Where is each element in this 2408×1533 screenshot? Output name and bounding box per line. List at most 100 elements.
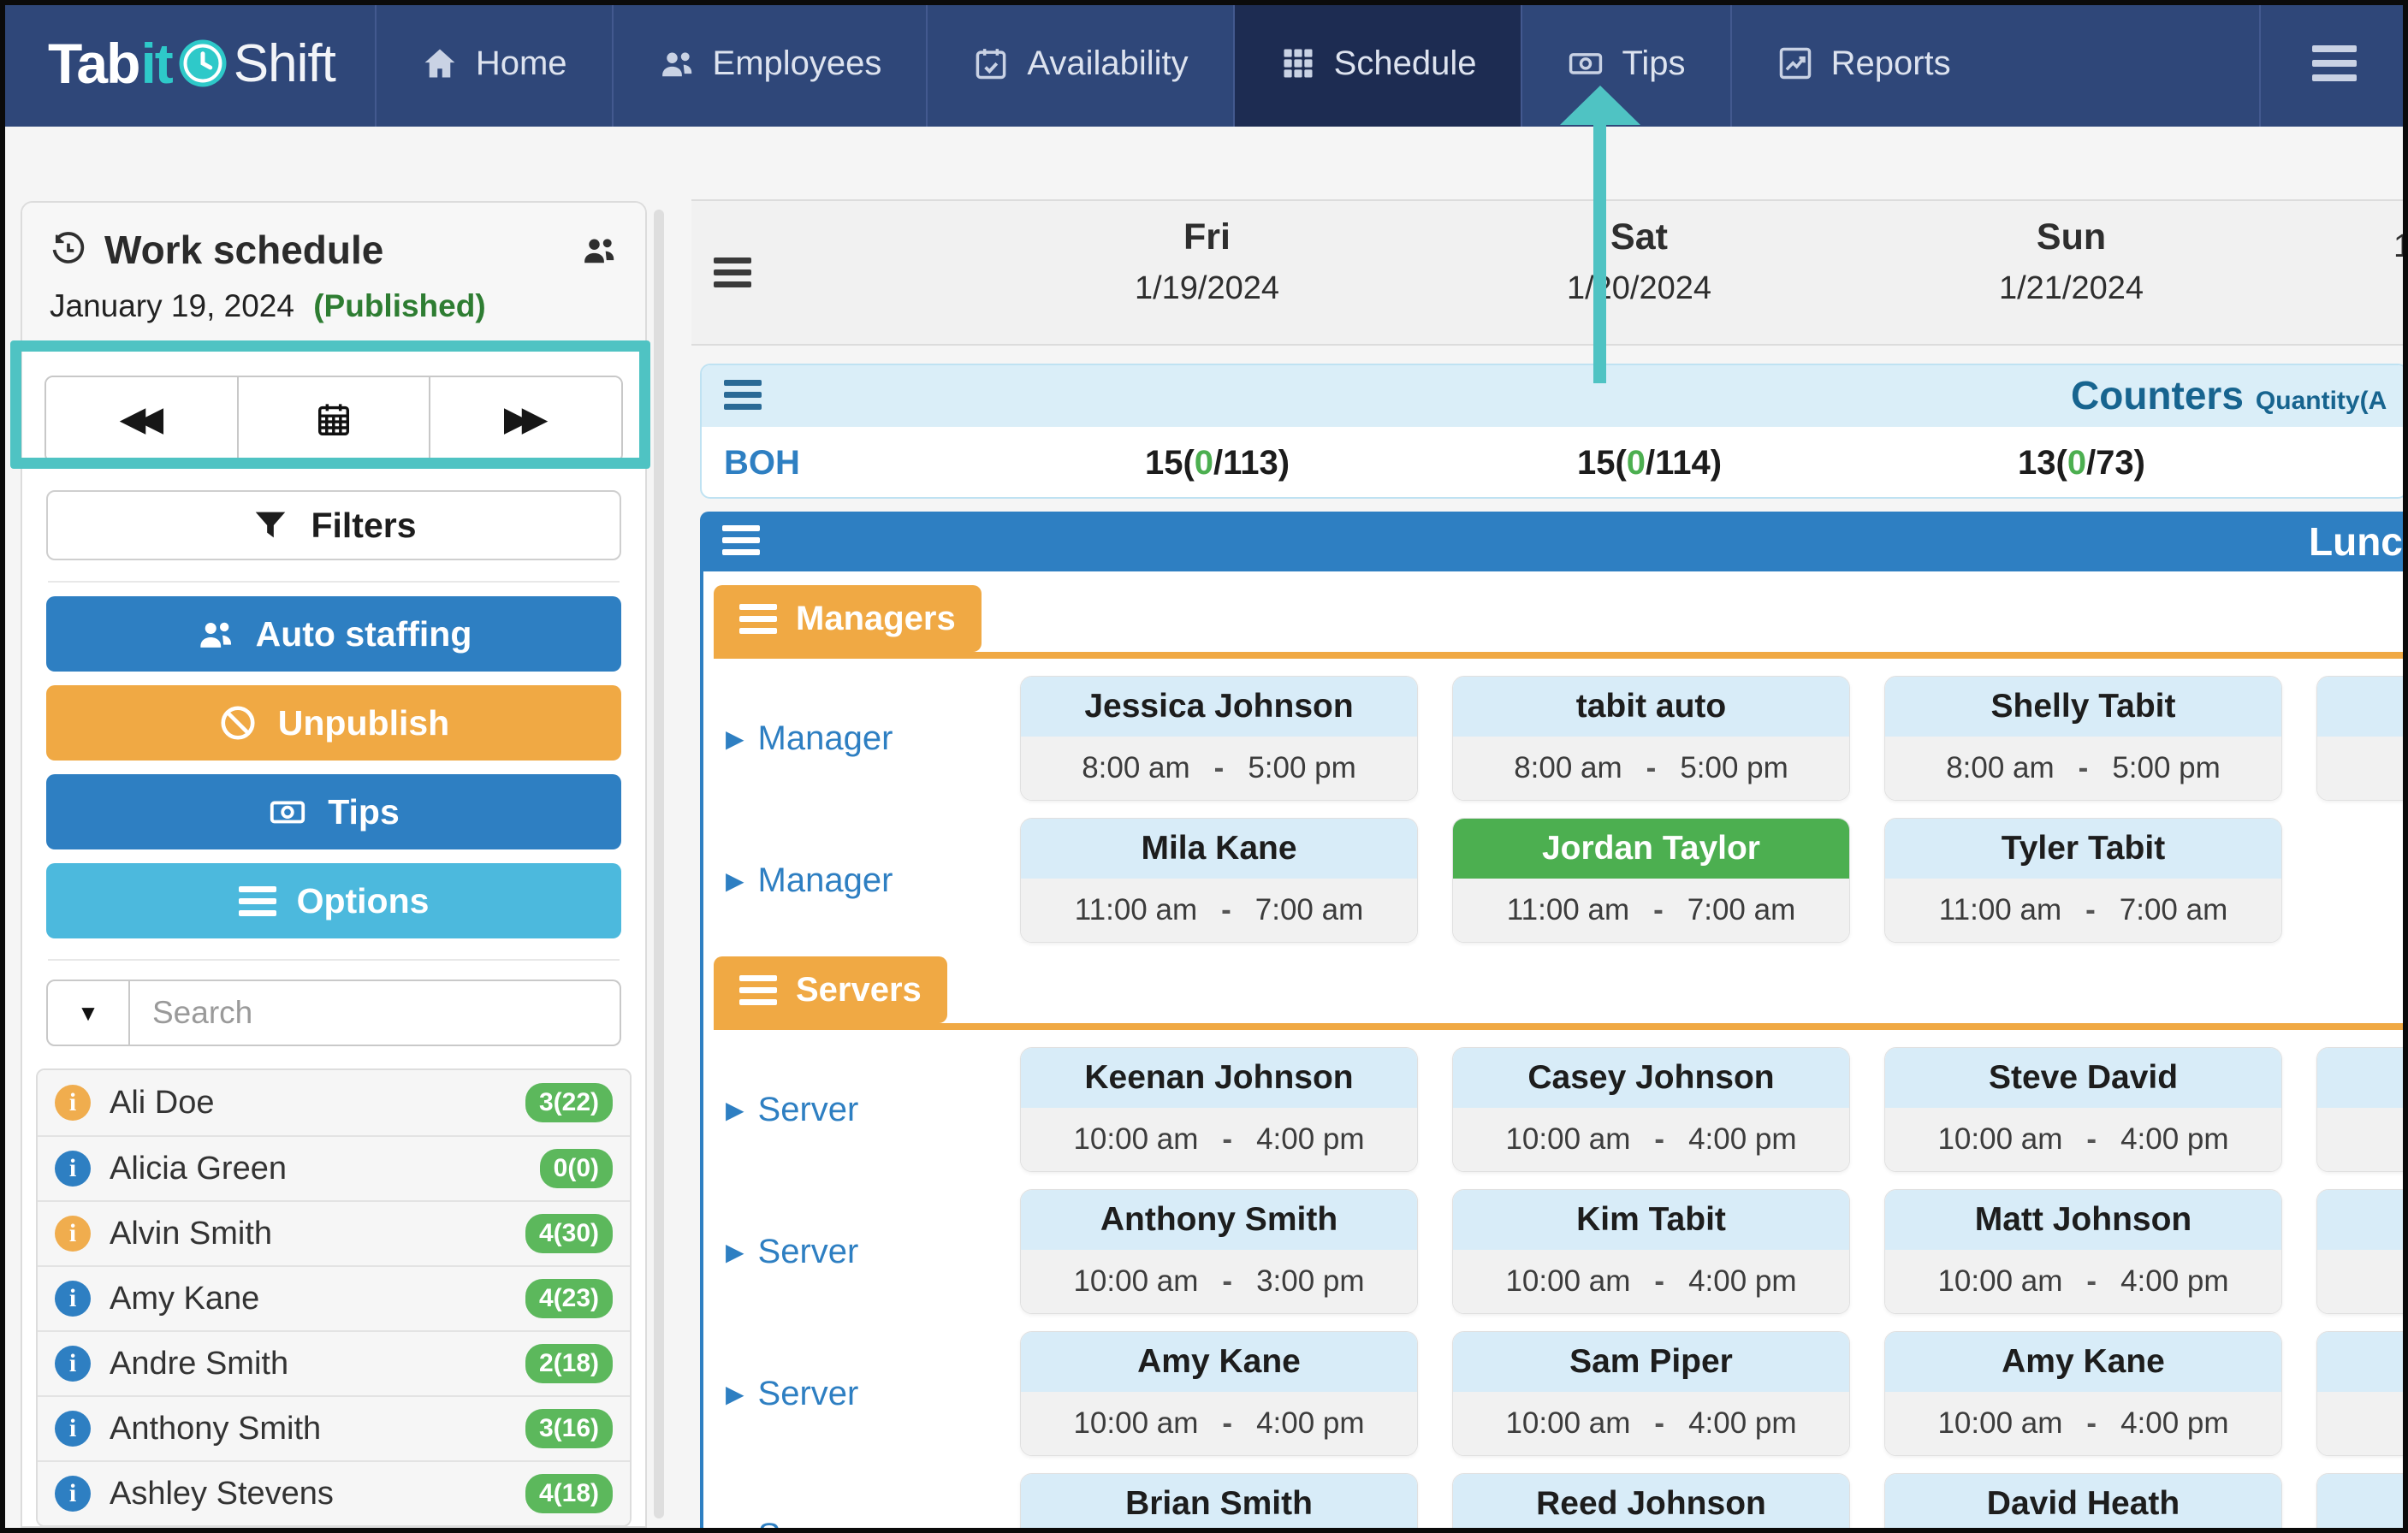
day-date: 1/19/2024	[1134, 270, 1280, 306]
employee-row[interactable]: i Ali Doe 3(22)	[38, 1070, 630, 1135]
shift-time: 8:00 am -5:00 pm	[1453, 737, 1849, 800]
nav-item-label: Employees	[712, 44, 882, 82]
shift-card[interactable]: Amy Kane 10:00 am -4:00 pm	[1020, 1331, 1418, 1456]
role-label-server[interactable]: ▶ Server	[703, 1375, 1003, 1413]
lunch-section-header: Lunch	[700, 512, 2408, 571]
nav-item-tips[interactable]: Tips	[1521, 0, 1729, 127]
nav-item-reports[interactable]: Reports	[1729, 0, 1996, 127]
filters-button[interactable]: Filters	[46, 490, 621, 560]
shift-card-clipped[interactable]: T 8:00	[2316, 676, 2408, 801]
shift-card[interactable]: Matt Johnson 10:00 am -4:00 pm	[1884, 1189, 2282, 1314]
shift-card[interactable]: Shelly Tabit 8:00 am -5:00 pm	[1884, 676, 2282, 801]
nav-item-home[interactable]: Home	[374, 0, 612, 127]
grid-menu-icon[interactable]	[714, 257, 751, 287]
day-column-sun[interactable]: Sun 1/21/2024	[1855, 201, 2287, 344]
nav-item-availability[interactable]: Availability	[926, 0, 1232, 127]
shift-time: 10:00	[2317, 1250, 2408, 1313]
auto-staffing-button[interactable]: Auto staffing	[46, 596, 621, 672]
info-icon[interactable]: i	[55, 1411, 91, 1447]
shift-card[interactable]: Kim Tabit 10:00 am -4:00 pm	[1452, 1189, 1850, 1314]
managers-group-tag[interactable]: Managers	[714, 585, 982, 652]
counters-header: Counters Quantity(A	[702, 365, 2406, 427]
lunch-section-title: Lunch	[2309, 519, 2408, 564]
day-name: Sun	[2036, 216, 2107, 257]
employee-row[interactable]: i Alicia Green 0(0)	[38, 1135, 630, 1200]
shift-card[interactable]: Jessica Johnson 8:00 am -5:00 pm	[1020, 676, 1418, 801]
shift-card[interactable]: Casey Johnson 10:00 am -4:00 pm	[1452, 1047, 1850, 1172]
group-underline	[714, 652, 2408, 659]
previous-week-button[interactable]: ◀◀	[46, 377, 237, 461]
shift-card[interactable]: Tyler Tabit 11:00 am -7:00 am	[1884, 818, 2282, 943]
people-group-icon[interactable]	[580, 231, 618, 269]
info-icon[interactable]: i	[55, 1346, 91, 1382]
unpublish-button[interactable]: Unpublish	[46, 685, 621, 761]
shift-card[interactable]: Amy Kane 10:00 am -4:00 pm	[1884, 1331, 2282, 1456]
shift-row-server-1: ▶ Server Keenan Johnson 10:00 am -4:00 pm…	[703, 1047, 2408, 1172]
info-icon[interactable]: i	[55, 1151, 91, 1187]
shift-time: 11:00 am -7:00 am	[1021, 879, 1417, 942]
shift-card-clipped[interactable]: Ma 10:00	[2316, 1331, 2408, 1456]
nav-item-employees[interactable]: Employees	[611, 0, 927, 127]
shift-card-clipped[interactable]: Bry 10:00	[2316, 1189, 2408, 1314]
role-label-manager[interactable]: ▶ Manager	[703, 719, 1003, 758]
shift-card[interactable]: Sam Piper 10:00 am -4:00 pm	[1452, 1331, 1850, 1456]
info-icon[interactable]: i	[55, 1476, 91, 1512]
shift-employee-name: Amy Kane	[1021, 1332, 1417, 1392]
shift-card[interactable]: Keenan Johnson 10:00 am -4:00 pm	[1020, 1047, 1418, 1172]
day-column-sat[interactable]: Sat 1/20/2024	[1423, 201, 1855, 344]
shift-card-highlighted[interactable]: Jordan Taylor 11:00 am -7:00 am	[1452, 818, 1850, 943]
employee-row[interactable]: i Amy Kane 4(23)	[38, 1265, 630, 1330]
search-filter-dropdown[interactable]: ▼	[46, 980, 130, 1046]
sidebar-scrollbar[interactable]	[654, 210, 664, 1518]
options-button[interactable]: Options	[46, 863, 621, 938]
chevron-right-icon: ▶	[726, 1096, 744, 1123]
next-week-button[interactable]: ▶▶	[429, 377, 621, 461]
shift-employee-name: Keenan Johnson	[1021, 1048, 1417, 1108]
lunch-menu-icon[interactable]	[722, 525, 760, 555]
tips-button[interactable]: Tips	[46, 774, 621, 849]
tips-money-icon	[270, 801, 305, 824]
shift-card-clipped[interactable]: Iz 00	[2316, 1473, 2408, 1533]
nav-item-schedule[interactable]: Schedule	[1232, 0, 1521, 127]
role-label-server[interactable]: ▶ Server	[703, 1091, 1003, 1129]
role-label-server[interactable]: ▶ Server	[703, 1233, 1003, 1271]
shift-card-clipped[interactable]: Je 10:00	[2316, 1047, 2408, 1172]
shift-time: 10:00 am -4:00 pm	[1021, 1108, 1417, 1171]
info-icon[interactable]: i	[55, 1281, 91, 1317]
reports-chart-icon	[1779, 47, 1811, 80]
app-logo[interactable]: Tab it Shift	[0, 0, 375, 127]
counters-title: Counters	[2071, 373, 2244, 417]
role-name: Manager	[757, 719, 893, 757]
shift-card[interactable]: Reed Johnson 10:00 am-4:00 pm	[1452, 1473, 1850, 1533]
shift-time: 10:00 am -4:00 pm	[1885, 1392, 2281, 1455]
servers-group-tag[interactable]: Servers	[714, 956, 947, 1023]
shift-row-server-3: ▶ Server Amy Kane 10:00 am -4:00 pm Sam P…	[703, 1331, 2408, 1456]
shift-employee-name: Iz	[2317, 1474, 2408, 1533]
shift-count-badge: 4(23)	[525, 1279, 613, 1318]
boh-link[interactable]: BOH	[724, 443, 800, 482]
info-icon[interactable]: i	[55, 1216, 91, 1252]
nav-menu-icon[interactable]	[2259, 0, 2408, 127]
shift-card[interactable]: Brian Smith 10:00 am-4:00 pm	[1020, 1473, 1418, 1533]
counters-menu-icon[interactable]	[724, 380, 762, 410]
role-label-manager[interactable]: ▶ Manager	[703, 861, 1003, 900]
shift-card[interactable]: David Heath 10:00 am-4:00 pm	[1884, 1473, 2282, 1533]
shift-card[interactable]: Anthony Smith 10:00 am -3:00 pm	[1020, 1189, 1418, 1314]
calendar-picker-button[interactable]	[236, 377, 430, 461]
employee-row[interactable]: i Ashley Stevens 4(18)	[38, 1460, 630, 1525]
home-icon	[424, 49, 455, 78]
role-label-server[interactable]: ▶ Server	[703, 1517, 1003, 1533]
day-column-partial[interactable]: 1	[2287, 201, 2408, 344]
tips-label: Tips	[328, 791, 400, 832]
shift-card[interactable]: tabit auto 8:00 am -5:00 pm	[1452, 676, 1850, 801]
day-column-fri[interactable]: Fri 1/19/2024	[991, 201, 1423, 344]
info-icon[interactable]: i	[55, 1085, 91, 1121]
shift-employee-name: T	[2317, 677, 2408, 737]
employee-row[interactable]: i Alvin Smith 4(30)	[38, 1200, 630, 1265]
shift-card[interactable]: Steve David 10:00 am -4:00 pm	[1884, 1047, 2282, 1172]
funnel-icon	[256, 512, 286, 538]
employee-row[interactable]: i Anthony Smith 3(16)	[38, 1395, 630, 1460]
shift-card[interactable]: Mila Kane 11:00 am -7:00 am	[1020, 818, 1418, 943]
search-input[interactable]	[130, 980, 621, 1046]
employee-row[interactable]: i Andre Smith 2(18)	[38, 1330, 630, 1395]
